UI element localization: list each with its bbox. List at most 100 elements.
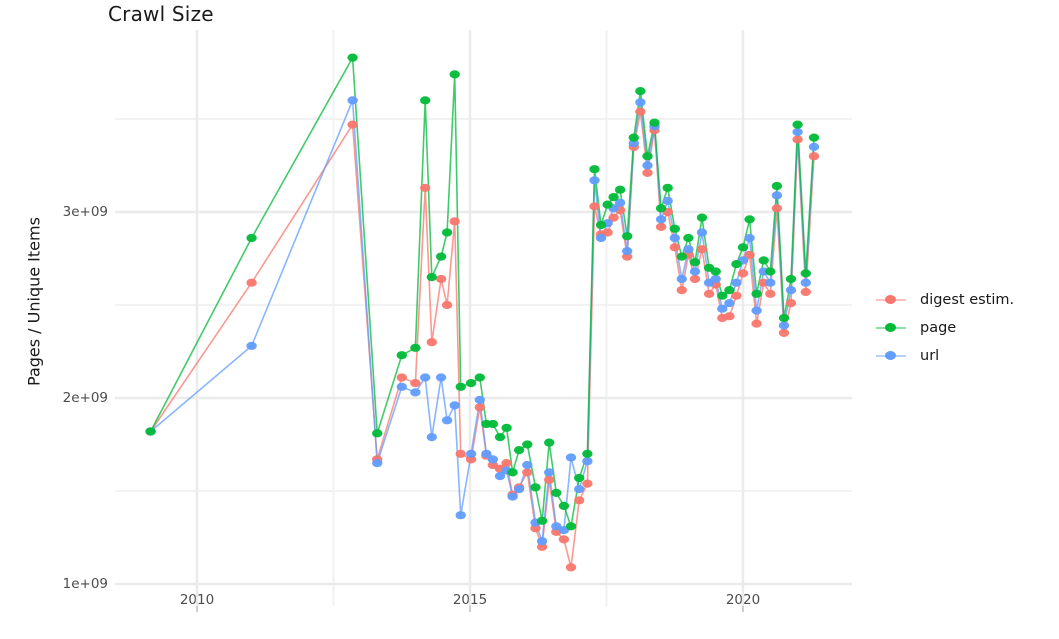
legend: digest estim. page url (876, 286, 1056, 370)
data-point (558, 535, 570, 544)
data-point (536, 516, 548, 525)
data-point (792, 135, 803, 144)
data-point (435, 252, 447, 261)
data-point (669, 233, 680, 243)
data-point (765, 278, 776, 287)
data-point (487, 419, 499, 429)
data-point (474, 395, 485, 404)
data-point (435, 274, 447, 284)
data-point (771, 204, 783, 213)
data-point (800, 269, 811, 278)
data-point (622, 247, 633, 256)
y-axis-tick-label: 3e+09 (62, 204, 108, 220)
data-point (246, 341, 257, 350)
data-point (710, 267, 721, 276)
data-point (792, 127, 803, 137)
data-point (410, 379, 421, 388)
legend-dot-swatch (885, 351, 896, 360)
data-point (582, 449, 593, 458)
data-point (655, 215, 667, 224)
data-point (441, 300, 453, 310)
data-point (494, 433, 506, 442)
data-point (731, 260, 742, 269)
data-point (507, 468, 518, 477)
data-point (689, 267, 701, 276)
data-point (565, 522, 577, 531)
data-point (426, 338, 437, 347)
y-axis-tick-label: 1e+09 (62, 576, 108, 592)
data-point (449, 401, 460, 410)
data-point (724, 312, 735, 321)
data-point (744, 215, 755, 224)
data-point (396, 373, 407, 382)
data-point (717, 291, 728, 300)
data-point (751, 319, 762, 328)
data-point (744, 233, 755, 243)
data-point (778, 313, 790, 323)
data-point (544, 438, 555, 447)
data-point (513, 485, 525, 494)
legend-item-label: url (920, 348, 940, 364)
data-point (608, 193, 619, 202)
major-gridlines (115, 30, 852, 612)
data-point (441, 416, 453, 425)
data-point (758, 256, 769, 265)
data-point (544, 475, 555, 484)
data-point (449, 70, 460, 79)
data-point (635, 98, 646, 107)
data-point (731, 278, 742, 287)
data-point (751, 289, 762, 298)
data-point (435, 373, 447, 382)
data-point (642, 161, 653, 170)
data-point (372, 459, 383, 468)
data-point (145, 427, 156, 436)
legend-item-digest-estim-[interactable]: digest estim. (876, 286, 1056, 314)
data-point (744, 250, 755, 259)
data-point (396, 382, 407, 391)
data-point (347, 96, 358, 105)
data-point (565, 563, 577, 572)
data-point (778, 328, 790, 337)
page-title: Crawl Size (108, 2, 214, 26)
data-point (689, 274, 701, 284)
data-point (696, 245, 708, 254)
data-point (347, 120, 358, 129)
data-point (669, 224, 680, 233)
data-point (808, 142, 820, 151)
data-point (410, 343, 421, 352)
data-point (771, 181, 783, 191)
data-point (635, 87, 646, 96)
data-point (800, 287, 811, 297)
data-point (778, 321, 790, 330)
data-point (420, 96, 431, 105)
legend-item-url[interactable]: url (876, 342, 1056, 370)
data-point (582, 457, 593, 466)
data-point (737, 269, 749, 278)
data-point (449, 217, 460, 226)
data-point (589, 165, 600, 174)
data-point (808, 133, 820, 142)
data-point (595, 220, 607, 230)
data-point (501, 459, 512, 468)
data-point (724, 299, 735, 308)
data-point (420, 183, 431, 192)
data-point (441, 228, 453, 237)
data-point (522, 440, 533, 449)
data-point (507, 492, 518, 501)
data-point (655, 204, 667, 213)
data-point (558, 501, 570, 510)
legend-item-page[interactable]: page (876, 314, 1056, 342)
data-point (662, 196, 673, 205)
data-point (246, 233, 257, 243)
data-point (608, 213, 619, 222)
data-point (501, 423, 512, 432)
data-point (602, 228, 613, 237)
data-point (410, 388, 421, 397)
data-point (696, 228, 708, 237)
minor-gridlines (115, 30, 852, 606)
data-point (465, 379, 477, 388)
data-point (426, 433, 437, 442)
data-point (785, 274, 797, 284)
